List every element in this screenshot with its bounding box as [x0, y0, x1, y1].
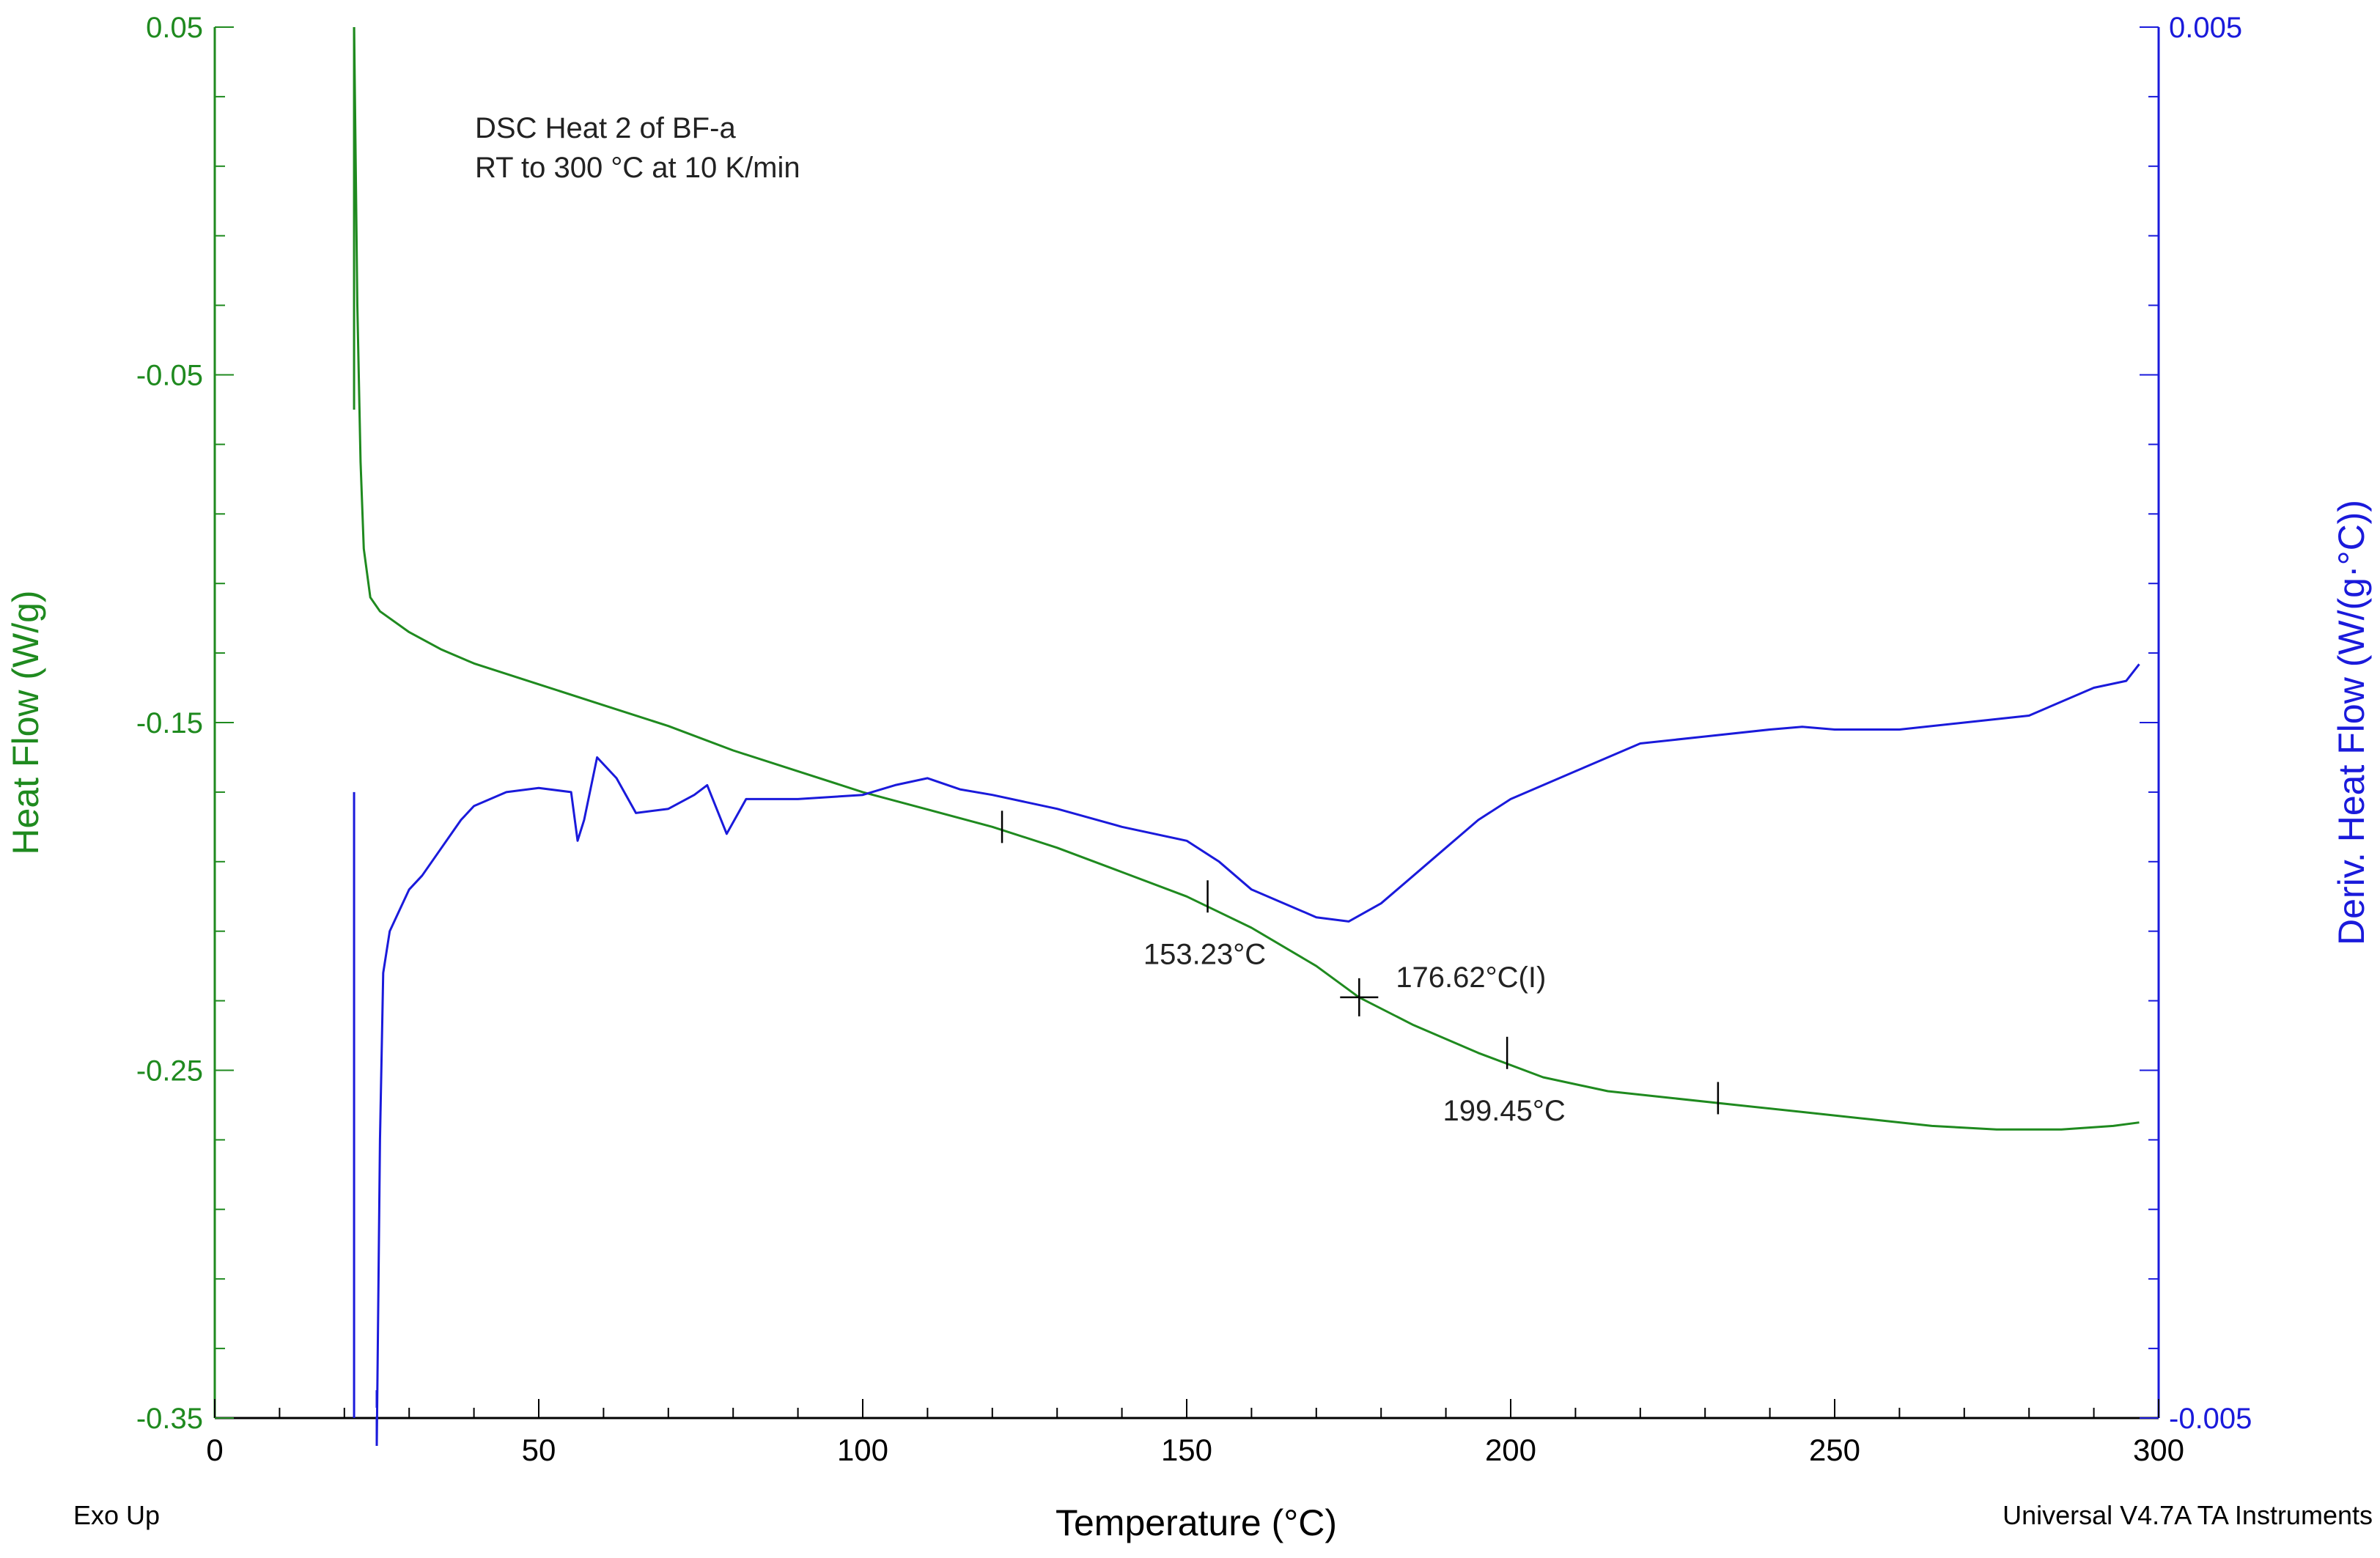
y-right-tick-label: -0.005: [2169, 1403, 2252, 1435]
deriv-heat-flow-series-line: [375, 663, 2140, 1447]
x-tick-label: 250: [1809, 1433, 1860, 1467]
y-axis-label-left: Heat Flow (W/g): [5, 590, 46, 854]
y-axis-label-right: Deriv. Heat Flow (W/(g·°C)): [2331, 500, 2372, 945]
y-left-tick-label: 0.05: [146, 12, 203, 44]
x-tick-label: 200: [1485, 1433, 1536, 1467]
x-tick-group: 0 50 100 150 200 250 300: [206, 1399, 2184, 1467]
y-right-tick-group: 0.005 -0.005: [2140, 12, 2252, 1435]
transition-temperature-label: 153.23°C: [1143, 938, 1266, 970]
y-left-tick-label: -0.15: [136, 707, 203, 739]
chart-title-line-1: DSC Heat 2 of BF-a: [475, 112, 736, 144]
x-tick-label: 300: [2133, 1433, 2184, 1467]
chart-title-line-2: RT to 300 °C at 10 K/min: [475, 152, 800, 184]
x-tick-label: 50: [522, 1433, 556, 1467]
y-left-tick-group: 0.05 -0.05 -0.15 -0.25 -0.35: [136, 12, 234, 1435]
y-right-tick-label: 0.005: [2169, 12, 2242, 44]
series-layer: [353, 26, 2140, 1447]
x-tick-label: 100: [837, 1433, 888, 1467]
y-left-tick-label: -0.05: [136, 360, 203, 392]
exo-up-label: Exo Up: [73, 1500, 160, 1530]
y-left-tick-label: -0.35: [136, 1403, 203, 1435]
annotation-marks-layer: 153.23°C 176.62°C(I) 199.45°C: [1001, 811, 1720, 1127]
inflection-temperature-label: 176.62°C(I): [1396, 961, 1546, 994]
heat-flow-series-line: [353, 26, 2140, 1131]
transition-temperature-label: 199.45°C: [1443, 1095, 1566, 1127]
y-left-tick-label: -0.25: [136, 1055, 203, 1088]
x-axis-label: Temperature (°C): [1055, 1502, 1337, 1543]
x-tick-label: 0: [206, 1433, 223, 1467]
x-tick-label: 150: [1161, 1433, 1212, 1467]
software-credit: Universal V4.7A TA Instruments: [2003, 1500, 2373, 1530]
